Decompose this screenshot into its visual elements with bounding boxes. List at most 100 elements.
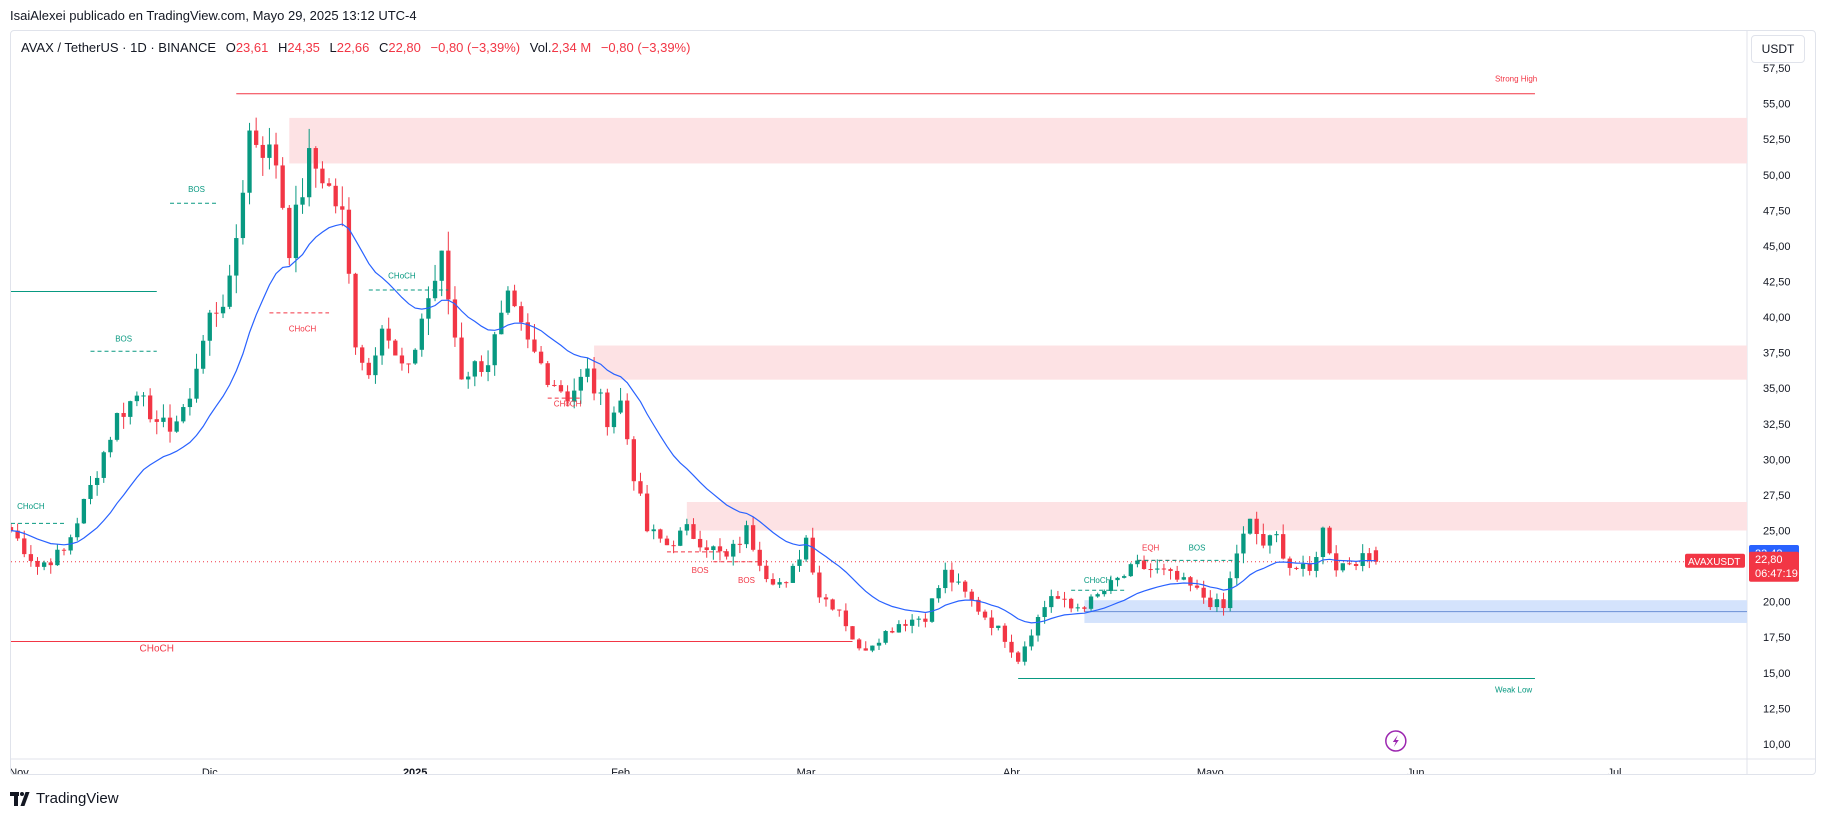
candle-body (737, 543, 743, 545)
candle-body (883, 631, 888, 643)
candle-body (856, 639, 862, 649)
candle-body (810, 537, 815, 573)
candle-body (1002, 625, 1008, 642)
candle-body (287, 207, 292, 259)
candle-body (1075, 607, 1080, 609)
candle-body (605, 392, 610, 428)
candle-body (399, 355, 405, 364)
candle-body (989, 617, 994, 628)
candle-body (664, 538, 670, 546)
candle-body (1082, 607, 1087, 609)
annotation-eqh: EQH (1142, 543, 1160, 552)
annotation-choch: CHoCH (554, 400, 582, 409)
candle-body (15, 530, 20, 539)
candle-body (499, 312, 504, 335)
candle-body (340, 206, 345, 210)
candle-body (565, 391, 570, 402)
annotation-bos: BOS (115, 334, 132, 343)
candle-body (1287, 558, 1292, 568)
candle-body (1353, 564, 1359, 566)
candle-body (525, 322, 530, 340)
candle-body (1307, 563, 1312, 571)
candle-body (55, 549, 60, 566)
zone-supply-2 (686, 502, 1747, 531)
x-tick-label: Mar (797, 767, 816, 774)
candle-body (943, 569, 948, 589)
candle-body (234, 238, 239, 276)
currency-button[interactable]: USDT (1751, 35, 1805, 63)
candle-body (1009, 641, 1014, 653)
candle-body (141, 395, 146, 397)
candle-body (1367, 553, 1372, 561)
candle-body (744, 525, 749, 545)
candle-body (154, 419, 159, 422)
candle-body (254, 130, 259, 145)
candle-body (803, 537, 809, 560)
candle-body (174, 421, 179, 432)
candle-body (267, 144, 272, 158)
candle-body (214, 312, 219, 314)
candle-body (472, 361, 477, 377)
level-label-1: Weak Low (1495, 685, 1532, 694)
candle-body (625, 400, 630, 440)
candle-body (22, 538, 27, 555)
candle-body (850, 626, 855, 640)
candle-body (817, 572, 822, 598)
candle-body (1194, 585, 1200, 588)
candle-body (651, 529, 656, 532)
candle-body (134, 395, 140, 402)
candle-body (890, 631, 895, 633)
price-chart[interactable]: Strong High Weak Low CHoCH BOS BOS CHoCH CHoCH… (11, 31, 1815, 774)
candle-body (770, 579, 776, 585)
x-tick-label: 2025 (403, 767, 427, 774)
candle-body (843, 610, 849, 627)
candle-body (691, 524, 696, 539)
candle-body (585, 368, 590, 377)
legend-close: 22,80 (388, 40, 421, 55)
candle-body (61, 549, 67, 551)
candle-body (1175, 570, 1180, 580)
candle-body (1347, 563, 1352, 565)
candle-body (976, 599, 981, 612)
candle-body (512, 290, 517, 307)
candle-body (870, 645, 875, 651)
candle-body (446, 250, 451, 300)
candle-body (1234, 553, 1239, 579)
candle-body (757, 549, 762, 566)
candle-body (956, 581, 961, 583)
candle-body (611, 412, 617, 428)
candle-body (923, 618, 928, 622)
candle-body (658, 529, 663, 539)
x-tick-label: Dic (202, 767, 218, 774)
candle-body (1055, 596, 1061, 599)
candle-body (1062, 598, 1067, 600)
y-tick-label: 25,00 (1763, 525, 1791, 537)
candle-body (326, 183, 332, 186)
zone-supply-0 (289, 117, 1748, 164)
candle-body (1360, 553, 1365, 566)
lightning-icon (1385, 730, 1407, 752)
candle-body (147, 395, 153, 420)
legend-vol: 2,34 M (551, 40, 592, 55)
legend-low: 22,66 (336, 40, 370, 55)
y-tick-label: 15,00 (1763, 668, 1791, 680)
candle-body (240, 192, 246, 239)
candle-body (777, 582, 782, 585)
candle-body (1029, 635, 1034, 647)
legend-low-label: L (329, 40, 337, 55)
chart-frame[interactable]: AVAX / TetherUS · 1D · BINANCE O23,61 H2… (10, 30, 1816, 775)
candle-body (360, 347, 365, 363)
candle-body (114, 413, 120, 440)
candle-body (704, 547, 709, 551)
candle-body (631, 439, 636, 482)
candle-body (1267, 535, 1273, 546)
x-tick-label: Abr (1003, 767, 1020, 774)
candle-body (1128, 564, 1133, 577)
candle-body (1201, 587, 1206, 598)
candle-body (1135, 560, 1140, 565)
candle-body (101, 452, 106, 478)
y-tick-label: 40,00 (1763, 312, 1791, 324)
legend-symbol[interactable]: AVAX / TetherUS · 1D · BINANCE (21, 40, 217, 55)
candle-body (227, 275, 232, 307)
candle-body (1294, 567, 1299, 569)
